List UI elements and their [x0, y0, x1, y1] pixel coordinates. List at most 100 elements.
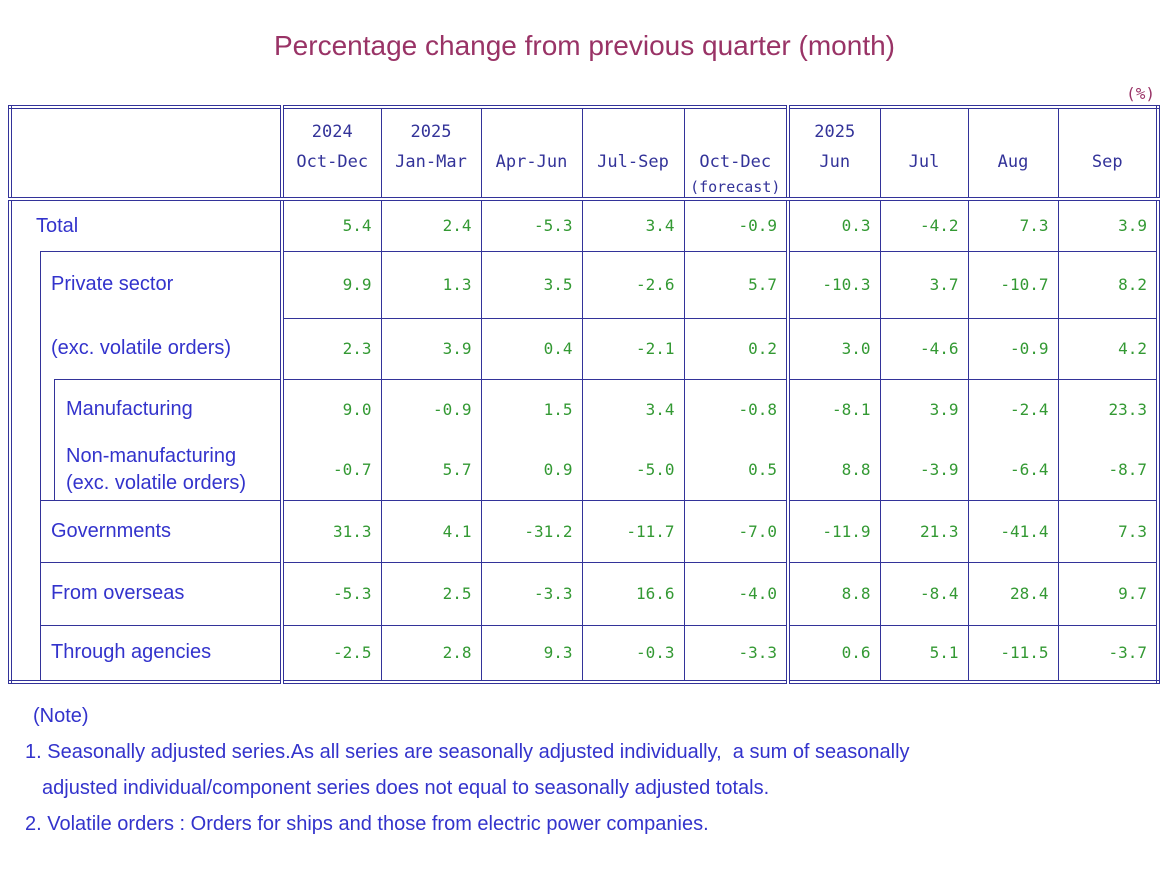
value-cell: 3.4 — [581, 378, 685, 439]
value-cell: -10.7 — [967, 250, 1059, 319]
row-label: Manufacturing — [12, 396, 280, 422]
value-cell: 9.0 — [280, 378, 382, 439]
hierarchy-line — [40, 439, 41, 500]
table-row: (exc. volatile orders) 2.3 3.9 0.4 -2.1 0.2 3.… — [10, 317, 1159, 380]
value-cell: -0.9 — [967, 317, 1059, 380]
corner-cell — [10, 107, 282, 201]
row-label-line1: (exc. volatile orders) — [51, 337, 232, 360]
row-label-cell: Non-manufacturing (exc. volatile orders) — [10, 439, 282, 500]
column-header-period: Sep — [1091, 152, 1123, 172]
value-cell: -5.3 — [480, 198, 583, 252]
hierarchy-line — [40, 251, 41, 318]
column-header-year — [482, 117, 582, 147]
row-label: Private sector — [12, 271, 280, 297]
value-cell: -2.5 — [280, 624, 382, 683]
column-header-period: Jul-Sep — [597, 152, 669, 172]
value-cell: 3.5 — [480, 250, 583, 319]
row-label-cell: Private sector — [10, 251, 282, 318]
value-cell: 3.4 — [581, 198, 685, 252]
table-row: Non-manufacturing (exc. volatile orders) -… — [10, 439, 1159, 501]
value-cell: -11.7 — [581, 499, 685, 563]
value-cell: -3.3 — [480, 561, 583, 626]
hierarchy-line — [40, 379, 41, 439]
value-cell: 4.1 — [380, 499, 482, 563]
row-label: Through agencies — [12, 639, 280, 665]
note-line: adjusted individual/component series doe… — [42, 777, 770, 799]
value-cell: 3.0 — [786, 317, 881, 380]
value-cell: 2.3 — [280, 317, 382, 380]
hierarchy-line — [40, 625, 280, 626]
row-label-cell: Through agencies — [10, 625, 282, 682]
value-cell: -2.1 — [581, 317, 685, 380]
column-header-note: (forecast) — [690, 178, 781, 196]
value-cell: -8.4 — [879, 561, 969, 626]
table-row: Governments 31.3 4.1 -31.2 -11.7 -7.0 -11.9 21.… — [10, 499, 1159, 563]
value-cell: 9.7 — [1057, 561, 1159, 626]
column-header-year — [881, 117, 968, 147]
hierarchy-line — [40, 251, 280, 252]
value-cell: 0.9 — [480, 439, 583, 501]
column-header: Aug — [967, 106, 1059, 201]
value-cell: 3.7 — [879, 250, 969, 319]
table-row: Private sector 9.9 1.3 3.5 -2.6 5.7 -10.3 3.7 -1… — [10, 250, 1159, 319]
value-cell: 5.7 — [380, 439, 482, 501]
value-cell: -3.9 — [879, 439, 969, 501]
column-header: Jul — [879, 106, 969, 201]
value-cell: -41.4 — [967, 499, 1059, 563]
column-header-year — [1059, 117, 1157, 147]
column-header-period: Jan-Mar — [395, 152, 467, 172]
value-cell: -2.6 — [581, 250, 685, 319]
value-cell: -8.7 — [1057, 439, 1159, 501]
row-label-cell: Total — [10, 199, 282, 251]
value-cell: -10.3 — [786, 250, 881, 319]
value-cell: -0.3 — [581, 624, 685, 683]
value-cell: -0.7 — [280, 439, 382, 501]
column-header-year: 2025 — [814, 122, 856, 142]
column-header: 2025 Jan-Mar — [380, 106, 482, 201]
column-header-period: Aug — [997, 152, 1029, 172]
value-cell: -6.4 — [967, 439, 1059, 501]
column-header: Oct-Dec (forecast) — [683, 106, 789, 201]
value-cell: 5.4 — [280, 198, 382, 252]
value-cell: 2.5 — [380, 561, 482, 626]
value-cell: -3.7 — [1057, 624, 1159, 683]
value-cell: 7.3 — [1057, 499, 1159, 563]
column-header: 2024 Oct-Dec — [280, 106, 382, 201]
note-line: 1. Seasonally adjusted series.As all ser… — [25, 741, 910, 763]
column-header-period: Apr-Jun — [495, 152, 568, 172]
hierarchy-line — [40, 625, 41, 680]
value-cell: -31.2 — [480, 499, 583, 563]
value-cell: 31.3 — [280, 499, 382, 563]
column-header-year: 2025 — [410, 122, 452, 142]
column-header: Apr-Jun — [480, 106, 583, 201]
value-cell: -8.1 — [786, 378, 881, 439]
value-cell: 9.9 — [280, 250, 382, 319]
value-cell: 5.7 — [683, 250, 789, 319]
value-cell: 0.4 — [480, 317, 583, 380]
hierarchy-line — [40, 318, 41, 379]
table-header-row: 2024 Oct-Dec 2025 Jan-Mar Apr-Jun Jul-Sep Oct-… — [10, 106, 1159, 201]
value-cell: -4.0 — [683, 561, 789, 626]
note-line: 2. Volatile orders : Orders for ships an… — [25, 813, 709, 835]
value-cell: -4.6 — [879, 317, 969, 380]
page-title: Percentage change from previous quarter … — [274, 30, 895, 61]
value-cell: -0.9 — [683, 198, 789, 252]
column-header-period: Oct-Dec — [699, 152, 772, 172]
row-label-line1: Governments — [51, 519, 172, 542]
row-label-line2: (exc. volatile orders) — [66, 471, 247, 494]
value-cell: -7.0 — [683, 499, 789, 563]
hierarchy-line — [40, 562, 41, 625]
row-label: (exc. volatile orders) — [12, 335, 280, 361]
column-header-period: Oct-Dec — [296, 152, 369, 172]
value-cell: 8.8 — [786, 561, 881, 626]
value-cell: -0.9 — [380, 378, 482, 439]
column-header-year: 2024 — [311, 122, 353, 142]
row-label: From overseas — [12, 580, 280, 606]
value-cell: 28.4 — [967, 561, 1059, 626]
unit-label: (%) — [1126, 84, 1155, 103]
value-cell: 0.2 — [683, 317, 789, 380]
column-header: 2025 Jun — [786, 106, 881, 201]
value-cell: 2.8 — [380, 624, 482, 683]
value-cell: 0.3 — [786, 198, 881, 252]
value-cell: -5.0 — [581, 439, 685, 501]
